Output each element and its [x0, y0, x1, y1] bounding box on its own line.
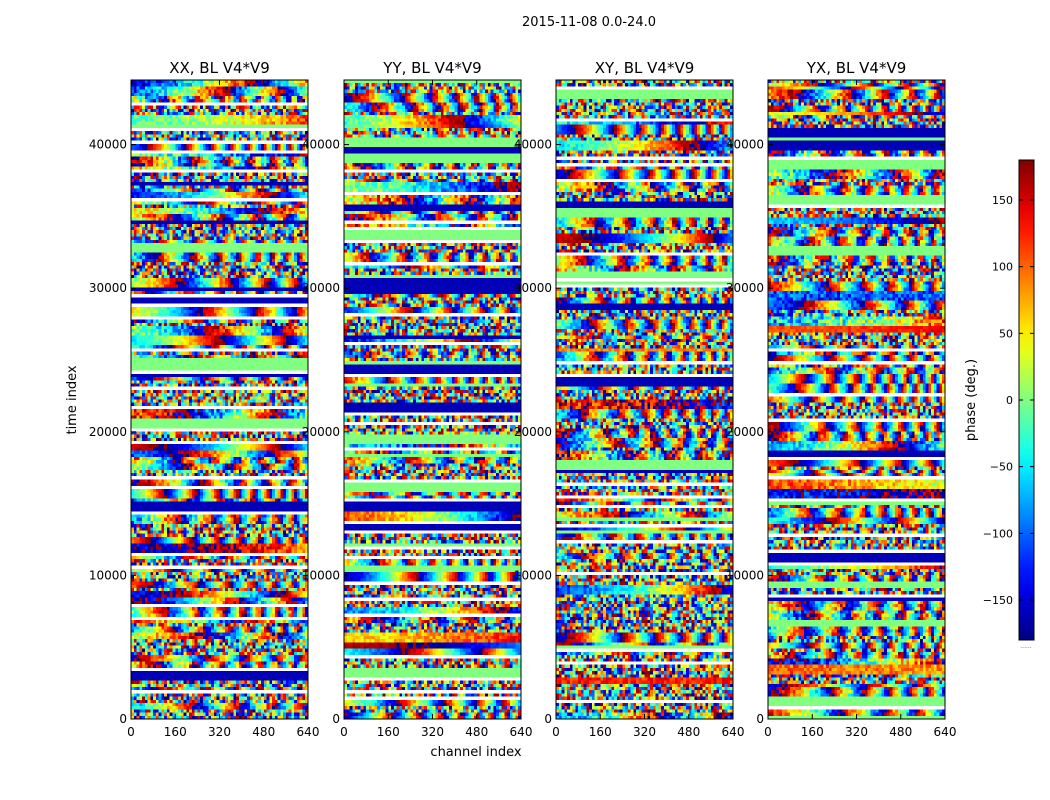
y-tick-label: 10000	[89, 568, 127, 582]
x-tick-label: 480	[252, 725, 275, 739]
x-tick-label: 640	[297, 725, 320, 739]
colorbar-tick-label: 0	[1006, 394, 1013, 407]
figure-suptitle: 2015-11-08 0.0-24.0	[522, 15, 656, 30]
x-tick-label: 480	[889, 725, 912, 739]
y-tick-label: 40000	[514, 138, 552, 152]
x-tick-label: 640	[510, 725, 533, 739]
x-tick-label: 640	[722, 725, 745, 739]
x-tick-label: 160	[377, 725, 400, 739]
heatmap-image	[131, 80, 308, 719]
y-tick-label: 0	[119, 712, 127, 726]
y-tick-label: 0	[332, 712, 340, 726]
panel-title: XX, BL V4*V9	[169, 59, 270, 77]
x-tick-label: 160	[589, 725, 612, 739]
x-tick-label: 0	[340, 725, 348, 739]
x-tick-label: 320	[208, 725, 231, 739]
colorbar-tick-label: −150	[983, 594, 1013, 607]
y-tick-label: 20000	[514, 425, 552, 439]
panel-title: YX, BL V4*V9	[806, 59, 907, 77]
y-tick-label: 10000	[302, 568, 340, 582]
x-tick-label: 0	[127, 725, 135, 739]
x-tick-label: 320	[421, 725, 444, 739]
y-tick-label: 10000	[726, 568, 764, 582]
x-tick-label: 0	[764, 725, 772, 739]
y-tick-label: 40000	[89, 138, 127, 152]
panel-title: YY, BL V4*V9	[382, 59, 481, 77]
y-tick-label: 30000	[726, 281, 764, 295]
heatmap-panel-3: XY, BL V4*V9 0 160 320 480 640 0 10000 20000 3000…	[514, 59, 745, 739]
x-tick-label: 160	[801, 725, 824, 739]
colorbar: −150 −100 −50 0 50 100 150	[983, 159, 1035, 641]
x-tick-label: 640	[934, 725, 957, 739]
y-tick-label: 40000	[726, 138, 764, 152]
heatmap-image	[556, 80, 733, 719]
x-tick-label: 480	[465, 725, 488, 739]
y-tick-label: 0	[544, 712, 552, 726]
colorbar-tick-label: 100	[992, 261, 1013, 274]
y-tick-label: 30000	[514, 281, 552, 295]
colorbar-tick-label: 150	[992, 194, 1013, 207]
y-axis-label: time index	[65, 365, 80, 434]
y-tick-label: 40000	[302, 138, 340, 152]
colorbar-footnote: ......	[1020, 643, 1032, 650]
colorbar-tick-label: 50	[999, 327, 1013, 340]
heatmap-panel-2: YY, BL V4*V9 0 160 320 480 640 0 10000 20000 3000…	[302, 59, 533, 739]
y-tick-label: 20000	[89, 425, 127, 439]
heatmap-image	[768, 80, 945, 719]
y-tick-label: 0	[756, 712, 764, 726]
heatmap-panels: XX, BL V4*V9 0 160 320 480 640 0 10000 20000 3000…	[89, 59, 957, 739]
y-tick-label: 20000	[302, 425, 340, 439]
heatmap-panel-1: XX, BL V4*V9 0 160 320 480 640 0 10000 20000 3000…	[89, 59, 320, 739]
y-tick-label: 20000	[726, 425, 764, 439]
x-tick-label: 160	[164, 725, 187, 739]
heatmap-image	[344, 80, 521, 719]
x-axis-label: channel index	[430, 745, 521, 760]
y-tick-label: 30000	[302, 281, 340, 295]
x-tick-label: 320	[845, 725, 868, 739]
y-tick-label: 10000	[514, 568, 552, 582]
x-tick-label: 480	[677, 725, 700, 739]
x-tick-label: 320	[633, 725, 656, 739]
panel-title: XY, BL V4*V9	[595, 59, 695, 77]
x-tick-label: 0	[552, 725, 560, 739]
y-tick-label: 30000	[89, 281, 127, 295]
colorbar-tick-label: −100	[983, 527, 1013, 540]
colorbar-tick-label: −50	[990, 461, 1013, 474]
colorbar-label: phase (deg.)	[964, 359, 979, 441]
heatmap-panel-4: YX, BL V4*V9 0 160 320 480 640 0 10000 20000 3000…	[726, 59, 957, 739]
